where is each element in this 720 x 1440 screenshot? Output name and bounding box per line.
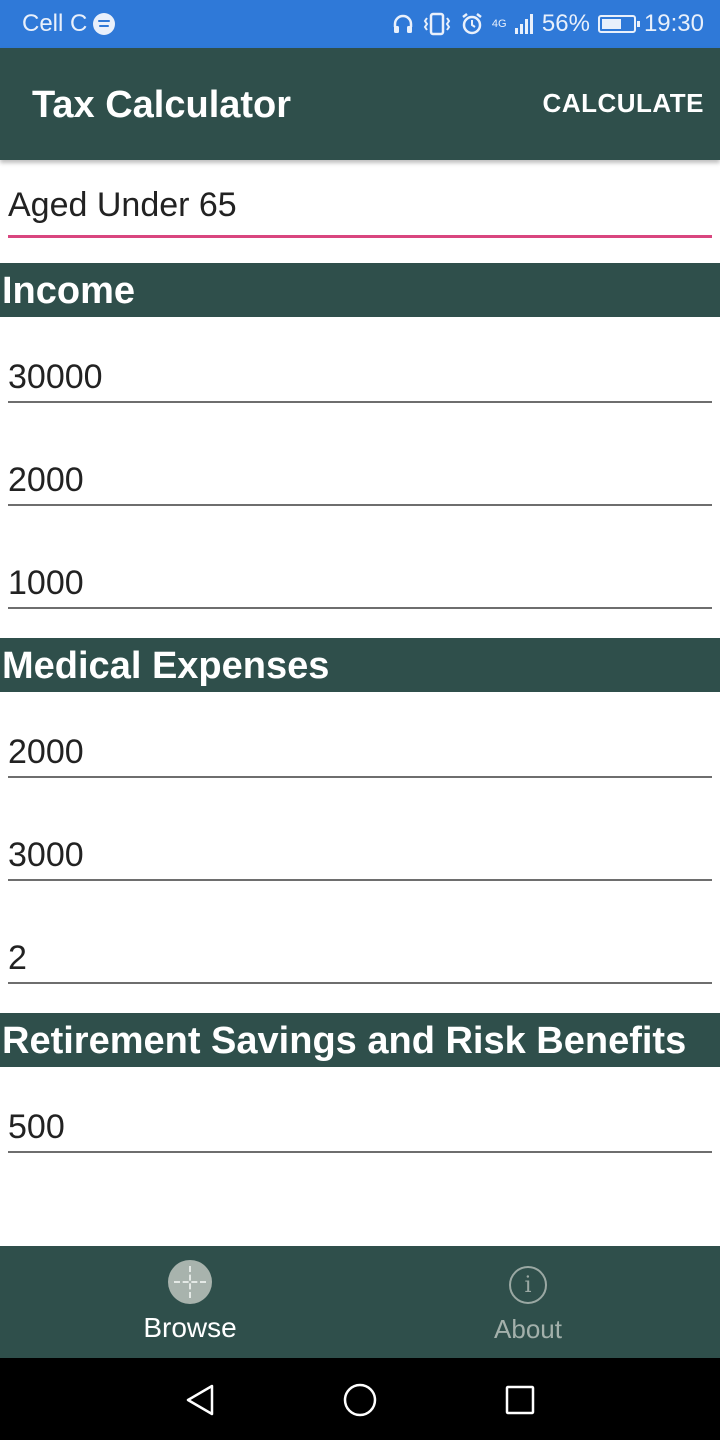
spotify-icon bbox=[93, 13, 116, 35]
alarm-icon bbox=[462, 13, 482, 35]
medical-field-1[interactable]: 2000 bbox=[8, 730, 712, 778]
battery-fill bbox=[601, 19, 621, 29]
status-bar: Cell C 4G 56% 19:30 bbox=[0, 0, 720, 48]
status-icons: 4G 56% 19:30 bbox=[392, 10, 704, 38]
carrier-group: Cell C bbox=[22, 10, 116, 38]
app-bar: Tax Calculator CALCULATE bbox=[0, 48, 720, 160]
calculate-button[interactable]: CALCULATE bbox=[542, 88, 704, 118]
browse-icon bbox=[168, 1260, 212, 1304]
medical-field-3[interactable]: 2 bbox=[8, 936, 712, 984]
back-icon[interactable] bbox=[180, 1380, 220, 1420]
system-navigation-bar bbox=[0, 1358, 720, 1440]
nav-about[interactable]: i About bbox=[348, 1246, 708, 1358]
medical-field-2[interactable]: 3000 bbox=[8, 833, 712, 881]
network-type: 4G bbox=[491, 17, 507, 30]
signal-icon bbox=[514, 14, 533, 34]
recent-apps-icon[interactable] bbox=[500, 1380, 540, 1420]
income-field-3[interactable]: 1000 bbox=[8, 561, 712, 609]
nav-about-label: About bbox=[494, 1314, 562, 1344]
income-field-2[interactable]: 2000 bbox=[8, 458, 712, 506]
age-group-select[interactable]: Aged Under 65 bbox=[8, 184, 712, 238]
nav-browse[interactable]: Browse bbox=[10, 1246, 370, 1358]
nav-browse-label: Browse bbox=[143, 1312, 237, 1343]
home-icon[interactable] bbox=[340, 1380, 380, 1420]
income-section-header: Income bbox=[0, 263, 720, 317]
retirement-field-1[interactable]: 500 bbox=[8, 1105, 712, 1153]
headphones-icon bbox=[393, 14, 413, 33]
app-title: Tax Calculator bbox=[32, 84, 292, 126]
medical-section-header: Medical Expenses bbox=[0, 638, 720, 692]
info-icon: i bbox=[509, 1266, 547, 1304]
battery-icon bbox=[597, 15, 640, 33]
clock: 19:30 bbox=[643, 10, 704, 37]
bottom-navigation: Browse i About bbox=[0, 1246, 720, 1358]
retirement-section-header: Retirement Savings and Risk Benefits bbox=[0, 1013, 720, 1067]
carrier-name: Cell C bbox=[22, 10, 88, 37]
income-field-1[interactable]: 30000 bbox=[8, 355, 712, 403]
vibrate-icon bbox=[423, 12, 451, 36]
battery-percent: 56% bbox=[541, 10, 590, 37]
